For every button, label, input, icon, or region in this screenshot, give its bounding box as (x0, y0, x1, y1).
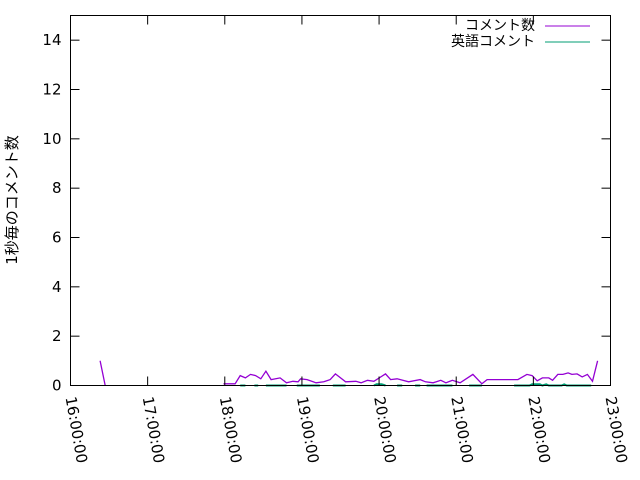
series-line-0 (99, 360, 106, 386)
y-axis-label: 1秒毎のコメント数 (3, 135, 21, 265)
y-tick-label: 2 (52, 327, 62, 345)
x-tick-label: 16:00:00 (62, 395, 91, 464)
x-tick-label: 20:00:00 (370, 395, 399, 464)
y-tick-label: 0 (52, 377, 62, 395)
x-tick-label: 21:00:00 (447, 395, 476, 464)
y-tick-label: 8 (52, 179, 62, 197)
legend-label-0: コメント数 (465, 18, 535, 34)
x-tick-label: 22:00:00 (524, 395, 553, 464)
series-line-0 (223, 360, 599, 385)
legend: コメント数 英語コメント (451, 18, 590, 50)
y-tick-label: 10 (42, 130, 61, 148)
legend-label-1: 英語コメント (451, 33, 535, 50)
series-line-1 (514, 383, 592, 387)
y-tick-label: 12 (42, 81, 61, 99)
x-tick-label: 19:00:00 (293, 395, 322, 464)
plot-frame (70, 15, 611, 386)
x-tick-label: 18:00:00 (216, 395, 245, 464)
x-tick-label: 23:00:00 (602, 395, 631, 464)
x-tick-label: 17:00:00 (139, 395, 168, 464)
ticks-layer: 0 2 4 6 8 10 12 14 16:00:00 17:00:00 18:00:00 19:00… (42, 15, 631, 465)
y-tick-label: 4 (52, 278, 62, 296)
y-tick-label: 6 (52, 229, 62, 247)
series-layer (99, 360, 599, 387)
y-tick-label: 14 (42, 31, 61, 49)
